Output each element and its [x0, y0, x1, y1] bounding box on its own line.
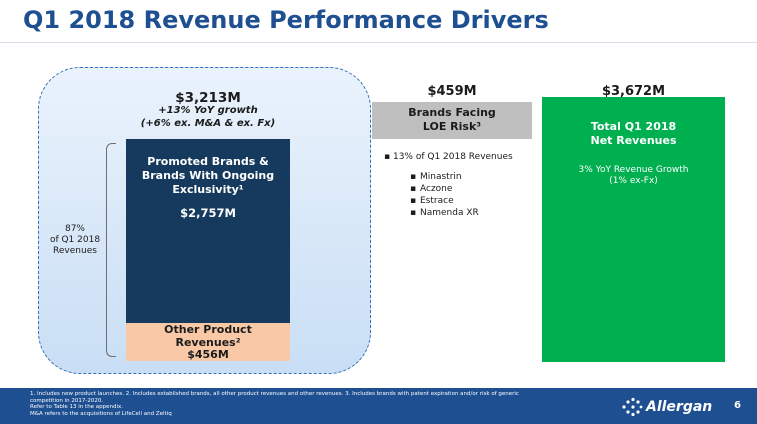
brand-name: Aczone: [420, 184, 453, 194]
bullet-icon: ▪: [410, 172, 417, 182]
loe-brand-list: ▪ Minastrin ▪ Aczone ▪ Estrace ▪ Namenda XR: [410, 171, 479, 219]
loe-share-bullet: ▪ 13% of Q1 2018 Revenues: [384, 152, 513, 162]
footnote-line: M&A refers to the acquisitions of LifeCe…: [30, 410, 172, 417]
promoted-label-line: Exclusivity¹: [172, 183, 244, 196]
list-item: ▪ Namenda XR: [410, 207, 479, 219]
brand-name: Namenda XR: [420, 208, 479, 218]
footer-band: [0, 388, 757, 424]
footnote-line: 1. Includes new product launches. 2. Inc…: [30, 391, 519, 397]
total-label-line: Total Q1 2018: [590, 120, 677, 133]
bar-loe-risk: [372, 102, 532, 139]
total-growth-line: (1% ex-Fx): [609, 176, 658, 186]
footnote-line: competition in 2017-2020.: [30, 397, 104, 404]
other-product-value: $456M: [187, 348, 229, 361]
share-line: of Q1 2018: [49, 235, 101, 245]
promoted-label-line: Promoted Brands &: [147, 155, 269, 168]
total-label: Total Q1 2018 Net Revenues: [542, 120, 725, 148]
footnotes: 1. Includes new product launches. 2. Inc…: [30, 391, 620, 417]
bullet-icon: ▪: [384, 152, 393, 162]
company-logo: Allergan: [621, 396, 712, 418]
core-growth-line2: (+6% ex. M&A & ex. Fx): [140, 118, 276, 129]
list-item: ▪ Minastrin: [410, 171, 479, 183]
bar-total-net-revenues: [542, 97, 725, 362]
share-bracket: [106, 143, 116, 357]
title-divider: [0, 42, 757, 43]
total-growth-note: 3% YoY Revenue Growth (1% ex-Fx): [542, 165, 725, 187]
footnote-line: Refer to Table 13 in the appendix.: [30, 404, 124, 411]
bar-promoted-brands: [126, 139, 290, 323]
core-total-label: $3,213M: [175, 90, 241, 106]
page-number: 6: [734, 400, 741, 411]
list-item: ▪ Aczone: [410, 183, 479, 195]
bullet-icon: ▪: [410, 184, 417, 194]
total-value-label: $3,672M: [601, 84, 666, 99]
other-product-label: Other Product Revenues² $456M: [126, 323, 290, 362]
loe-label: Brands Facing LOE Risk³: [372, 106, 532, 134]
page-title: Q1 2018 Revenue Performance Drivers: [23, 6, 549, 34]
share-line: Revenues: [53, 246, 97, 256]
other-label-line: Other Product: [164, 323, 252, 336]
bullet-icon: ▪: [410, 208, 417, 218]
brand-name: Estrace: [420, 196, 454, 206]
other-label-line: Revenues²: [175, 335, 241, 349]
bar-other-product-revenues: [126, 323, 290, 361]
share-line: 87%: [64, 224, 85, 234]
logo-text: Allergan: [646, 399, 713, 415]
promoted-label-line: Brands With Ongoing: [141, 169, 275, 182]
brand-name: Minastrin: [420, 172, 462, 182]
bullet-icon: ▪: [410, 196, 417, 206]
core-growth-line1: +13% YoY growth: [158, 105, 258, 116]
loe-share-text: 13% of Q1 2018 Revenues: [392, 152, 513, 162]
promoted-brands-label: Promoted Brands & Brands With Ongoing Ex…: [126, 155, 290, 197]
total-growth-line: 3% YoY Revenue Growth: [578, 165, 689, 175]
revenue-share-label: 87% of Q1 2018 Revenues: [44, 224, 106, 257]
loe-label-line: LOE Risk³: [422, 120, 482, 133]
total-label-line: Net Revenues: [590, 134, 677, 147]
loe-value-label: $459M: [427, 84, 477, 99]
list-item: ▪ Estrace: [410, 195, 479, 207]
allergan-mark-icon: [622, 397, 643, 417]
loe-label-line: Brands Facing: [408, 106, 496, 119]
promoted-brands-value: $2,757M: [180, 206, 236, 220]
